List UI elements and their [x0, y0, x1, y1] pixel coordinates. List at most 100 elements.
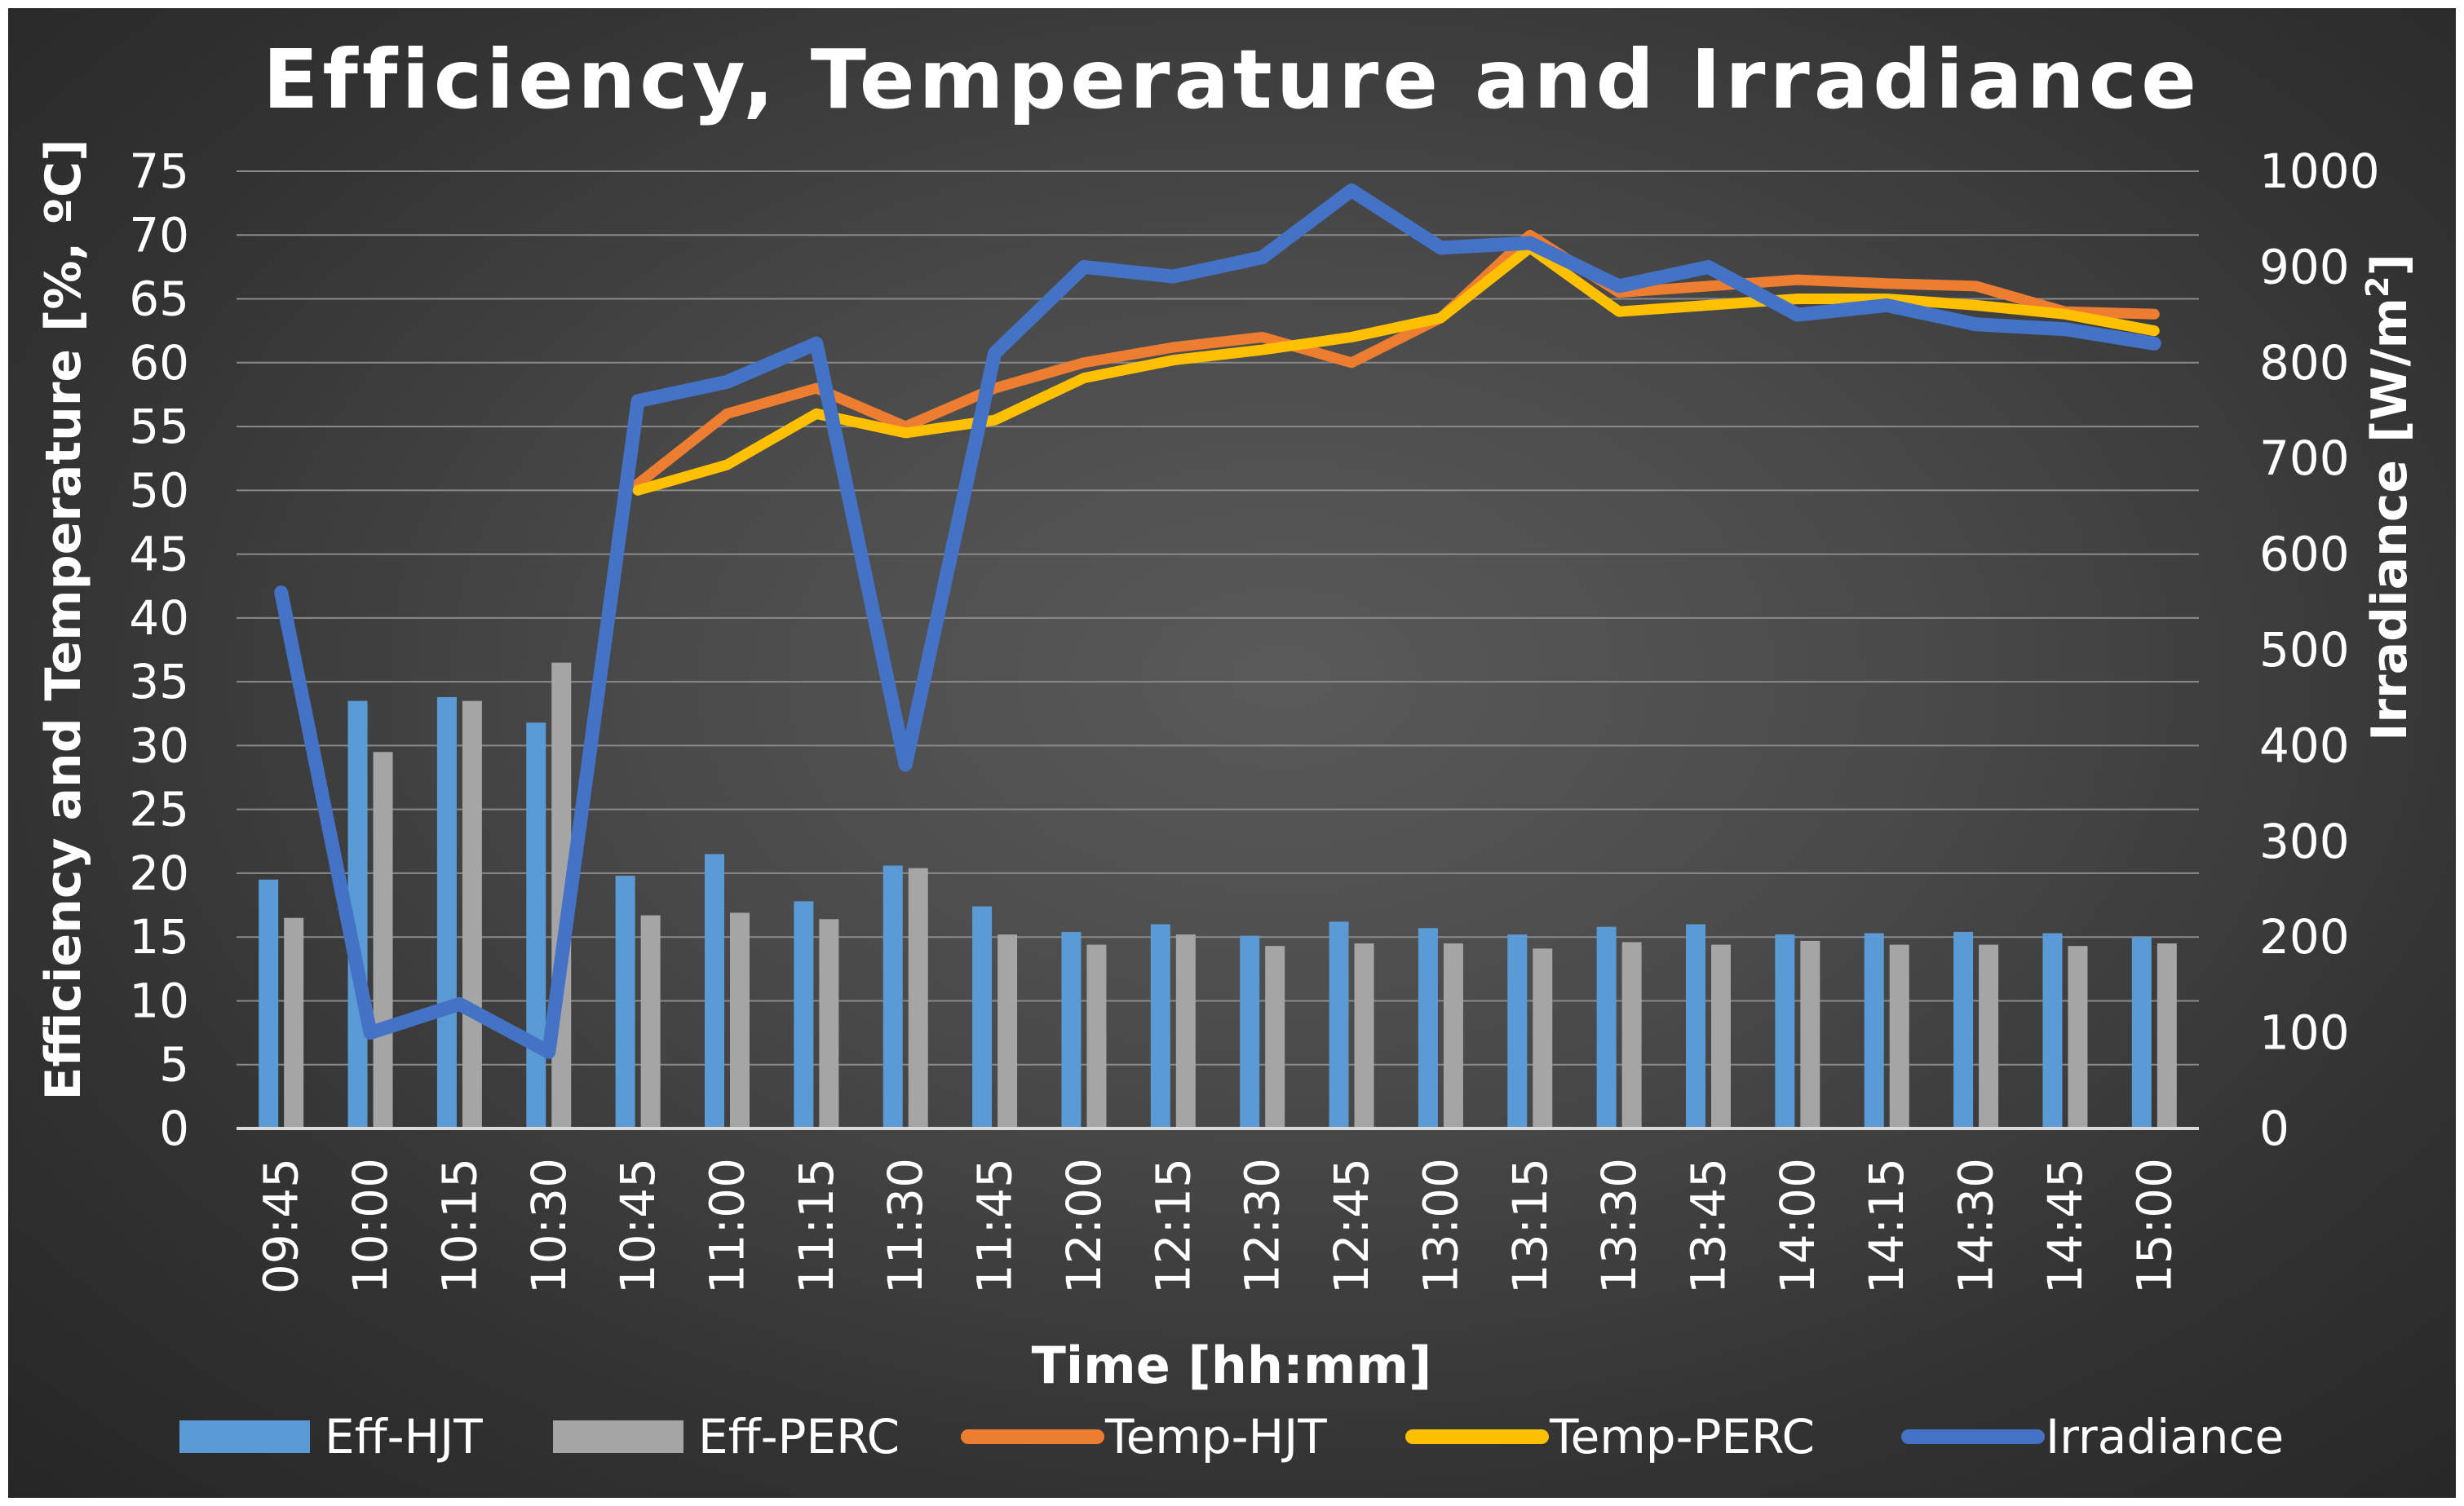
- bar-eff-hjt: [615, 876, 635, 1128]
- right-y-tick-label: 0: [2259, 1101, 2289, 1156]
- bar-eff-perc: [1889, 944, 1909, 1128]
- x-tick-label: 11:15: [789, 1158, 844, 1294]
- bar-eff-perc: [1265, 946, 1285, 1128]
- legend-label: Eff-HJT: [325, 1409, 483, 1464]
- left-y-tick-label: 55: [129, 399, 189, 454]
- bar-eff-hjt: [1953, 931, 1974, 1128]
- right-y-tick-label: 600: [2259, 527, 2350, 582]
- bars: [259, 662, 2177, 1128]
- x-tick-label: 15:00: [2126, 1158, 2182, 1294]
- bar-eff-perc: [462, 700, 482, 1128]
- series-lines: [274, 183, 2161, 1059]
- bar-eff-hjt: [705, 854, 724, 1128]
- x-tick-label: 13:00: [1413, 1158, 1468, 1294]
- left-y-tick-label: 5: [159, 1037, 189, 1093]
- chart-svg: Efficiency, Temperature and Irradiance 0…: [35, 32, 2418, 1464]
- right-y-tick-label: 900: [2259, 239, 2350, 294]
- x-tick-label: 13:45: [1681, 1158, 1736, 1294]
- line-temp-hjt: [632, 229, 2160, 489]
- bar-eff-perc: [819, 919, 839, 1128]
- x-tick-label: 14:45: [2037, 1158, 2093, 1294]
- right-y-axis-label: Irradiance [W/m2]: [2360, 254, 2418, 741]
- left-y-tick-label: 35: [129, 654, 189, 709]
- legend-swatch: [553, 1420, 683, 1453]
- x-tick-label: 11:30: [878, 1158, 933, 1294]
- bar-eff-hjt: [2042, 933, 2063, 1128]
- x-tick-label: 14:00: [1770, 1158, 1825, 1294]
- bar-eff-perc: [284, 917, 304, 1128]
- right-y-tick-label: 800: [2259, 335, 2350, 391]
- bar-eff-perc: [2157, 943, 2177, 1128]
- x-tick-label: 09:45: [254, 1158, 309, 1294]
- bar-eff-perc: [1354, 943, 1374, 1128]
- bar-eff-perc: [730, 912, 750, 1128]
- bar-eff-perc: [1621, 942, 1642, 1128]
- bar-eff-hjt: [1864, 933, 1884, 1128]
- x-tick-label: 12:00: [1056, 1158, 1112, 1294]
- x-axis-ticks: 09:45 10:00 10:15 10:30 10:45 11:00 11:15 11:30…: [254, 1158, 2183, 1294]
- bar-eff-hjt: [1596, 926, 1617, 1128]
- x-tick-label: 12:45: [1324, 1158, 1379, 1294]
- x-tick-label: 10:15: [431, 1158, 487, 1294]
- bar-eff-perc: [1533, 948, 1553, 1128]
- bar-eff-hjt: [972, 906, 993, 1128]
- left-y-axis-label: Efficiency and Temperature [%, ºC]: [35, 139, 92, 1100]
- bar-eff-perc: [1711, 944, 1731, 1128]
- legend-swatch: [179, 1420, 310, 1453]
- x-tick-label: 12:30: [1235, 1158, 1290, 1294]
- x-tick-label: 10:45: [610, 1158, 666, 1294]
- right-y-tick-label: 100: [2259, 1005, 2350, 1061]
- left-y-tick-label: 65: [129, 272, 189, 327]
- left-y-tick-label: 25: [129, 782, 189, 837]
- legend-label: Irradiance: [2046, 1409, 2284, 1464]
- left-y-tick-label: 50: [129, 462, 189, 518]
- bar-eff-hjt: [259, 879, 279, 1128]
- bar-eff-hjt: [1686, 924, 1705, 1128]
- chart-area: Efficiency, Temperature and Irradiance 0…: [8, 8, 2456, 1498]
- right-y-axis-label-end: ]: [2361, 254, 2418, 276]
- right-y-tick-label: 1000: [2259, 144, 2380, 199]
- line-temp-perc: [632, 242, 2160, 496]
- left-y-tick-label: 30: [129, 718, 189, 773]
- bar-eff-perc: [1086, 944, 1107, 1128]
- bar-eff-hjt: [1061, 931, 1082, 1128]
- left-y-tick-label: 40: [129, 590, 189, 646]
- bar-eff-perc: [998, 934, 1018, 1128]
- x-tick-label: 11:00: [700, 1158, 755, 1294]
- bar-eff-perc: [1443, 943, 1463, 1128]
- bar-eff-hjt: [1418, 928, 1438, 1128]
- left-y-tick-label: 0: [159, 1101, 189, 1156]
- left-y-tick-label: 60: [129, 335, 189, 391]
- bar-eff-perc: [2068, 946, 2088, 1128]
- right-y-axis-ticks: 0 100 200 300 400 500 600 700 800 900 1000: [2259, 144, 2380, 1156]
- legend-label: Temp-HJT: [1104, 1409, 1327, 1464]
- right-y-axis-label-main: Irradiance [W/m: [2361, 298, 2418, 741]
- bar-eff-perc: [373, 752, 393, 1128]
- left-y-tick-label: 20: [129, 846, 189, 901]
- bar-eff-hjt: [883, 865, 903, 1128]
- bar-eff-hjt: [1775, 934, 1795, 1128]
- x-tick-label: 10:30: [521, 1158, 577, 1294]
- bar-eff-hjt: [1150, 924, 1170, 1128]
- x-tick-label: 14:15: [1859, 1158, 1914, 1294]
- right-y-tick-label: 200: [2259, 909, 2350, 965]
- chart-title: Efficiency, Temperature and Irradiance: [263, 32, 2201, 127]
- bar-eff-hjt: [794, 901, 814, 1128]
- bar-eff-hjt: [1329, 921, 1349, 1128]
- x-tick-label: 13:15: [1502, 1158, 1558, 1294]
- bar-eff-perc: [908, 868, 928, 1128]
- left-y-tick-label: 45: [129, 527, 189, 582]
- bar-eff-perc: [1800, 940, 1820, 1128]
- left-y-tick-label: 10: [129, 973, 189, 1028]
- left-y-tick-label: 70: [129, 207, 189, 263]
- right-y-tick-label: 400: [2259, 718, 2350, 773]
- x-tick-label: 11:45: [967, 1158, 1023, 1294]
- x-tick-label: 12:15: [1145, 1158, 1201, 1294]
- right-y-tick-label: 500: [2259, 622, 2350, 678]
- bar-eff-perc: [1175, 934, 1196, 1128]
- left-y-tick-label: 15: [129, 909, 189, 965]
- x-tick-label: 13:30: [1591, 1158, 1647, 1294]
- right-y-tick-label: 300: [2259, 814, 2350, 869]
- bar-eff-hjt: [2131, 937, 2152, 1128]
- bar-eff-perc: [1979, 944, 1999, 1128]
